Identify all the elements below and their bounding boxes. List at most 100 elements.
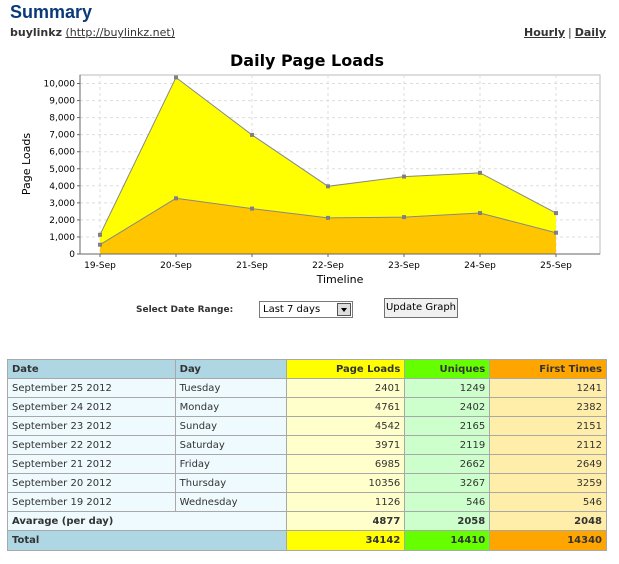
data-point bbox=[250, 132, 254, 137]
col-page-loads: Page Loads bbox=[285, 359, 406, 379]
y-tick-label: 0 bbox=[69, 250, 75, 260]
total-uniques: 14410 bbox=[404, 530, 491, 551]
data-point bbox=[174, 196, 178, 201]
cell-uniques: 3267 bbox=[404, 473, 491, 493]
y-tick-label: 5,000 bbox=[49, 165, 75, 175]
table-row: September 25 2012 Tuesday 2401 1249 1241 bbox=[7, 378, 607, 398]
col-day: Day bbox=[174, 359, 287, 379]
table-row: September 20 2012 Thursday 10356 3267 3259 bbox=[7, 473, 607, 493]
date-range-label: Select Date Range: bbox=[136, 305, 234, 315]
cell-first-times: 3259 bbox=[489, 473, 607, 493]
cell-day: Wednesday bbox=[174, 492, 287, 512]
cell-first-times: 2112 bbox=[489, 435, 607, 455]
chart-container: Daily Page Loads 0 1,000 2,000 3,000 4,000 5,0… bbox=[0, 44, 619, 294]
data-point bbox=[478, 170, 482, 175]
cell-first-times: 1241 bbox=[489, 378, 607, 398]
data-point bbox=[402, 215, 406, 220]
cell-date: September 22 2012 bbox=[7, 435, 176, 455]
cell-first-times: 2382 bbox=[489, 397, 607, 417]
cell-uniques: 2119 bbox=[404, 435, 491, 455]
x-axis-label: Timeline bbox=[316, 273, 364, 286]
cell-date: September 23 2012 bbox=[7, 416, 176, 436]
cell-page-loads: 2401 bbox=[285, 378, 406, 398]
average-row: Avarage (per day) 4877 2058 2048 bbox=[7, 511, 607, 531]
data-point bbox=[554, 211, 558, 216]
cell-page-loads: 10356 bbox=[285, 473, 406, 493]
table-header-row: Date Day Page Loads Uniques First Times bbox=[7, 359, 607, 379]
x-tick-label: 22-Sep bbox=[312, 261, 344, 271]
site-url-link[interactable]: (http://buylinkz.net) bbox=[65, 26, 175, 39]
table-row: September 22 2012 Saturday 3971 2119 2112 bbox=[7, 435, 607, 455]
date-range-controls: Select Date Range: Last 7 days Update Gr… bbox=[0, 298, 619, 324]
cell-day: Friday bbox=[174, 454, 287, 474]
table-row: September 24 2012 Monday 4761 2402 2382 bbox=[7, 397, 607, 417]
y-tick-label: 6,000 bbox=[49, 148, 75, 158]
hourly-link[interactable]: Hourly bbox=[524, 26, 566, 39]
daily-link[interactable]: Daily bbox=[574, 26, 606, 39]
cell-page-loads: 6985 bbox=[285, 454, 406, 474]
x-tick-label: 21-Sep bbox=[236, 261, 268, 271]
cell-day: Saturday bbox=[174, 435, 287, 455]
x-tick-label: 19-Sep bbox=[84, 261, 116, 271]
cell-date: September 20 2012 bbox=[7, 473, 176, 493]
cell-first-times: 2649 bbox=[489, 454, 607, 474]
data-point bbox=[250, 206, 254, 211]
average-label: Avarage (per day) bbox=[7, 511, 287, 531]
x-tick-label: 23-Sep bbox=[388, 261, 420, 271]
chevron-down-icon[interactable] bbox=[337, 303, 351, 316]
cell-day: Sunday bbox=[174, 416, 287, 436]
data-point bbox=[478, 211, 482, 216]
series-area-2 bbox=[100, 198, 556, 254]
date-range-select[interactable]: Last 7 days bbox=[259, 301, 353, 318]
y-axis-label: Page Loads bbox=[20, 133, 33, 196]
cell-day: Tuesday bbox=[174, 378, 287, 398]
cell-day: Monday bbox=[174, 397, 287, 417]
range-links: Hourly | Daily bbox=[524, 26, 606, 39]
x-tick-label: 25-Sep bbox=[540, 261, 572, 271]
data-point bbox=[326, 215, 330, 220]
table-row: September 19 2012 Wednesday 1126 546 546 bbox=[7, 492, 607, 512]
site-line: buylinkz (http://buylinkz.net) bbox=[10, 26, 175, 39]
page-loads-chart: Daily Page Loads 0 1,000 2,000 3,000 4,000 5,0… bbox=[20, 51, 601, 286]
cell-date: September 25 2012 bbox=[7, 378, 176, 398]
cell-first-times: 2151 bbox=[489, 416, 607, 436]
total-label: Total bbox=[7, 530, 287, 551]
data-point bbox=[98, 242, 102, 247]
y-tick-label: 2,000 bbox=[49, 216, 75, 226]
cell-page-loads: 3971 bbox=[285, 435, 406, 455]
col-date: Date bbox=[7, 359, 176, 379]
col-uniques: Uniques bbox=[404, 359, 491, 379]
cell-first-times: 546 bbox=[489, 492, 607, 512]
update-graph-button[interactable]: Update Graph bbox=[384, 298, 458, 318]
y-tick-label: 9,000 bbox=[49, 97, 75, 107]
table-row: September 23 2012 Sunday 4542 2165 2151 bbox=[7, 416, 607, 436]
cell-page-loads: 4542 bbox=[285, 416, 406, 436]
y-tick-label: 3,000 bbox=[49, 199, 75, 209]
col-first-times: First Times bbox=[489, 359, 607, 379]
cell-date: September 19 2012 bbox=[7, 492, 176, 512]
x-tick-label: 24-Sep bbox=[464, 261, 496, 271]
total-first-times: 14340 bbox=[489, 530, 607, 551]
stats-table: Date Day Page Loads Uniques First Times … bbox=[7, 359, 607, 551]
average-first-times: 2048 bbox=[489, 511, 607, 531]
table-row: September 21 2012 Friday 6985 2662 2649 bbox=[7, 454, 607, 474]
cell-uniques: 2662 bbox=[404, 454, 491, 474]
cell-day: Thursday bbox=[174, 473, 287, 493]
data-point bbox=[554, 230, 558, 235]
y-tick-label: 8,000 bbox=[49, 114, 75, 124]
link-separator: | bbox=[568, 26, 572, 39]
average-page-loads: 4877 bbox=[285, 511, 406, 531]
chart-title: Daily Page Loads bbox=[230, 51, 384, 70]
cell-page-loads: 1126 bbox=[285, 492, 406, 512]
page-title: Summary bbox=[10, 2, 93, 22]
y-tick-label: 7,000 bbox=[49, 131, 75, 141]
cell-page-loads: 4761 bbox=[285, 397, 406, 417]
cell-uniques: 546 bbox=[404, 492, 491, 512]
y-tick-label: 1,000 bbox=[49, 233, 75, 243]
data-point bbox=[98, 232, 102, 237]
date-range-value: Last 7 days bbox=[263, 304, 321, 315]
average-uniques: 2058 bbox=[404, 511, 491, 531]
data-point bbox=[402, 174, 406, 179]
y-tick-label: 10,000 bbox=[44, 80, 76, 90]
y-tick-label: 4,000 bbox=[49, 182, 75, 192]
